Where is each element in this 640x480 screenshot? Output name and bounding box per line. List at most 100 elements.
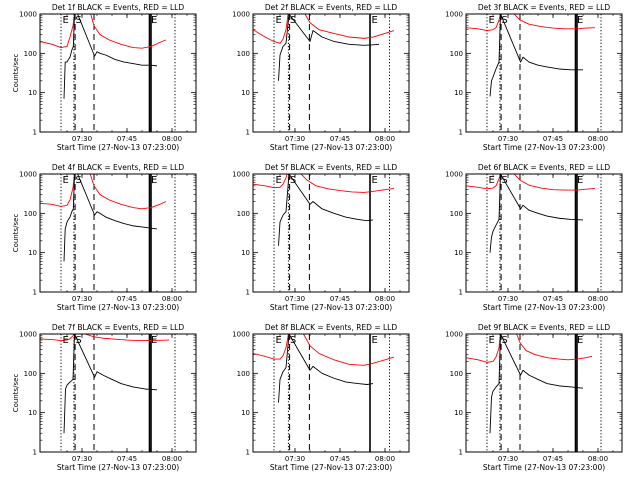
chart-title: Det 7f BLACK = Events, RED = LLD (52, 323, 185, 332)
plot-area (40, 174, 176, 292)
events-series-line (63, 334, 158, 434)
x-tick-label: 08:00 (375, 295, 395, 303)
x-tick-label: 08:00 (588, 295, 608, 303)
x-tick-label: 08:00 (588, 135, 608, 143)
time-marker-label: E (63, 15, 69, 26)
y-tick-label: 1 (33, 129, 37, 137)
x-axis-label: Start Time (27-Nov-13 07:23:00) (57, 463, 179, 472)
chart-title: Det 1f BLACK = Events, RED = LLD (52, 3, 185, 12)
y-tick-label: 1000 (445, 331, 463, 339)
events-series-line (278, 174, 374, 246)
y-tick-label: 100 (24, 50, 37, 58)
chart-title: Det 5f BLACK = Events, RED = LLD (265, 163, 398, 172)
chart-panel: Det 5f BLACK = Events, RED = LLD 07:30 07:… (232, 163, 410, 312)
y-axis-label: Counts/sec (12, 54, 20, 93)
x-tick-label: 08:00 (375, 455, 395, 463)
chart-panel: Det 2f BLACK = Events, RED = LLD 07:30 07:… (232, 3, 410, 152)
lld-series-line (40, 334, 170, 342)
plot-area (466, 14, 602, 132)
x-tick-label: 08:00 (162, 455, 182, 463)
x-tick-label: 07:30 (72, 295, 92, 303)
y-tick-label: 10 (28, 89, 37, 97)
chart-panel: Det 8f BLACK = Events, RED = LLD 07:30 07:… (232, 323, 410, 472)
plot-frame (39, 13, 197, 133)
y-tick-label: 1 (246, 289, 250, 297)
time-marker-label: S (501, 15, 507, 26)
y-tick-label: 1000 (19, 331, 37, 339)
plot-frame (465, 13, 623, 133)
events-series-line (278, 334, 374, 403)
y-tick-label: 10 (28, 249, 37, 257)
events-series-line (63, 174, 158, 262)
x-axis-label: Start Time (27-Nov-13 07:23:00) (483, 143, 605, 152)
chart-panel: Det 7f BLACK = Events, RED = LLD 07:30 07:… (12, 323, 197, 472)
plot-frame (465, 173, 623, 293)
time-marker-label: E (489, 15, 495, 26)
x-tick-label: 07:45 (543, 295, 563, 303)
y-tick-label: 10 (241, 409, 250, 417)
plot-frame (252, 333, 410, 453)
x-tick-label: 08:00 (162, 295, 182, 303)
plot-frame (39, 173, 197, 293)
x-tick-label: 07:30 (72, 455, 92, 463)
lld-series-line (253, 334, 395, 366)
y-tick-label: 100 (450, 370, 463, 378)
time-marker-label: E (372, 335, 378, 346)
time-marker-label: E (276, 335, 282, 346)
chart-title: Det 9f BLACK = Events, RED = LLD (478, 323, 611, 332)
time-marker-label: E (276, 15, 282, 26)
lld-series-line (253, 14, 395, 44)
time-marker-label: S (501, 335, 507, 346)
time-marker-label: S (501, 175, 507, 186)
plot-area (40, 14, 176, 132)
chart-title: Det 3f BLACK = Events, RED = LLD (478, 3, 611, 12)
y-tick-label: 100 (237, 210, 250, 218)
lld-series-line (466, 14, 596, 31)
y-tick-label: 100 (237, 370, 250, 378)
y-tick-label: 1000 (445, 171, 463, 179)
y-tick-label: 1 (33, 449, 37, 457)
plot-area (253, 334, 395, 452)
x-tick-label: 07:30 (498, 135, 518, 143)
y-tick-label: 10 (454, 89, 463, 97)
x-tick-label: 07:30 (498, 295, 518, 303)
time-marker-label: E (489, 175, 495, 186)
time-marker-label: E (372, 175, 378, 186)
events-series-line (63, 14, 158, 99)
y-tick-label: 10 (241, 89, 250, 97)
y-tick-label: 100 (24, 370, 37, 378)
x-tick-label: 07:45 (117, 295, 137, 303)
plot-area (466, 334, 602, 452)
x-axis-label: Start Time (27-Nov-13 07:23:00) (270, 303, 392, 312)
y-tick-label: 10 (454, 409, 463, 417)
y-axis-label: Counts/sec (12, 374, 20, 413)
events-series-line (489, 174, 584, 253)
lld-series-line (40, 14, 167, 49)
chart-title: Det 6f BLACK = Events, RED = LLD (478, 163, 611, 172)
time-marker-label: S (75, 15, 81, 26)
time-marker-label: E (577, 175, 583, 186)
plot-area (466, 174, 602, 292)
x-tick-label: 07:45 (330, 295, 350, 303)
x-tick-label: 07:30 (72, 135, 92, 143)
plot-frame (465, 333, 623, 453)
time-marker-label: E (276, 175, 282, 186)
y-tick-label: 1000 (19, 11, 37, 19)
chart-panel: Det 3f BLACK = Events, RED = LLD 07:30 07:… (445, 3, 623, 152)
chart-panel: Det 4f BLACK = Events, RED = LLD 07:30 07:… (12, 163, 197, 312)
time-marker-label: S (290, 175, 296, 186)
y-tick-label: 10 (28, 409, 37, 417)
y-tick-label: 1000 (232, 331, 250, 339)
lld-series-line (253, 174, 395, 193)
x-axis-label: Start Time (27-Nov-13 07:23:00) (270, 143, 392, 152)
chart-title: Det 2f BLACK = Events, RED = LLD (265, 3, 398, 12)
x-tick-label: 07:30 (285, 455, 305, 463)
time-marker-label: E (151, 175, 157, 186)
x-tick-label: 07:45 (117, 455, 137, 463)
x-tick-label: 08:00 (588, 455, 608, 463)
events-series-line (278, 14, 380, 81)
time-marker-label: S (75, 175, 81, 186)
chart-title: Det 8f BLACK = Events, RED = LLD (265, 323, 398, 332)
x-tick-label: 07:30 (285, 135, 305, 143)
